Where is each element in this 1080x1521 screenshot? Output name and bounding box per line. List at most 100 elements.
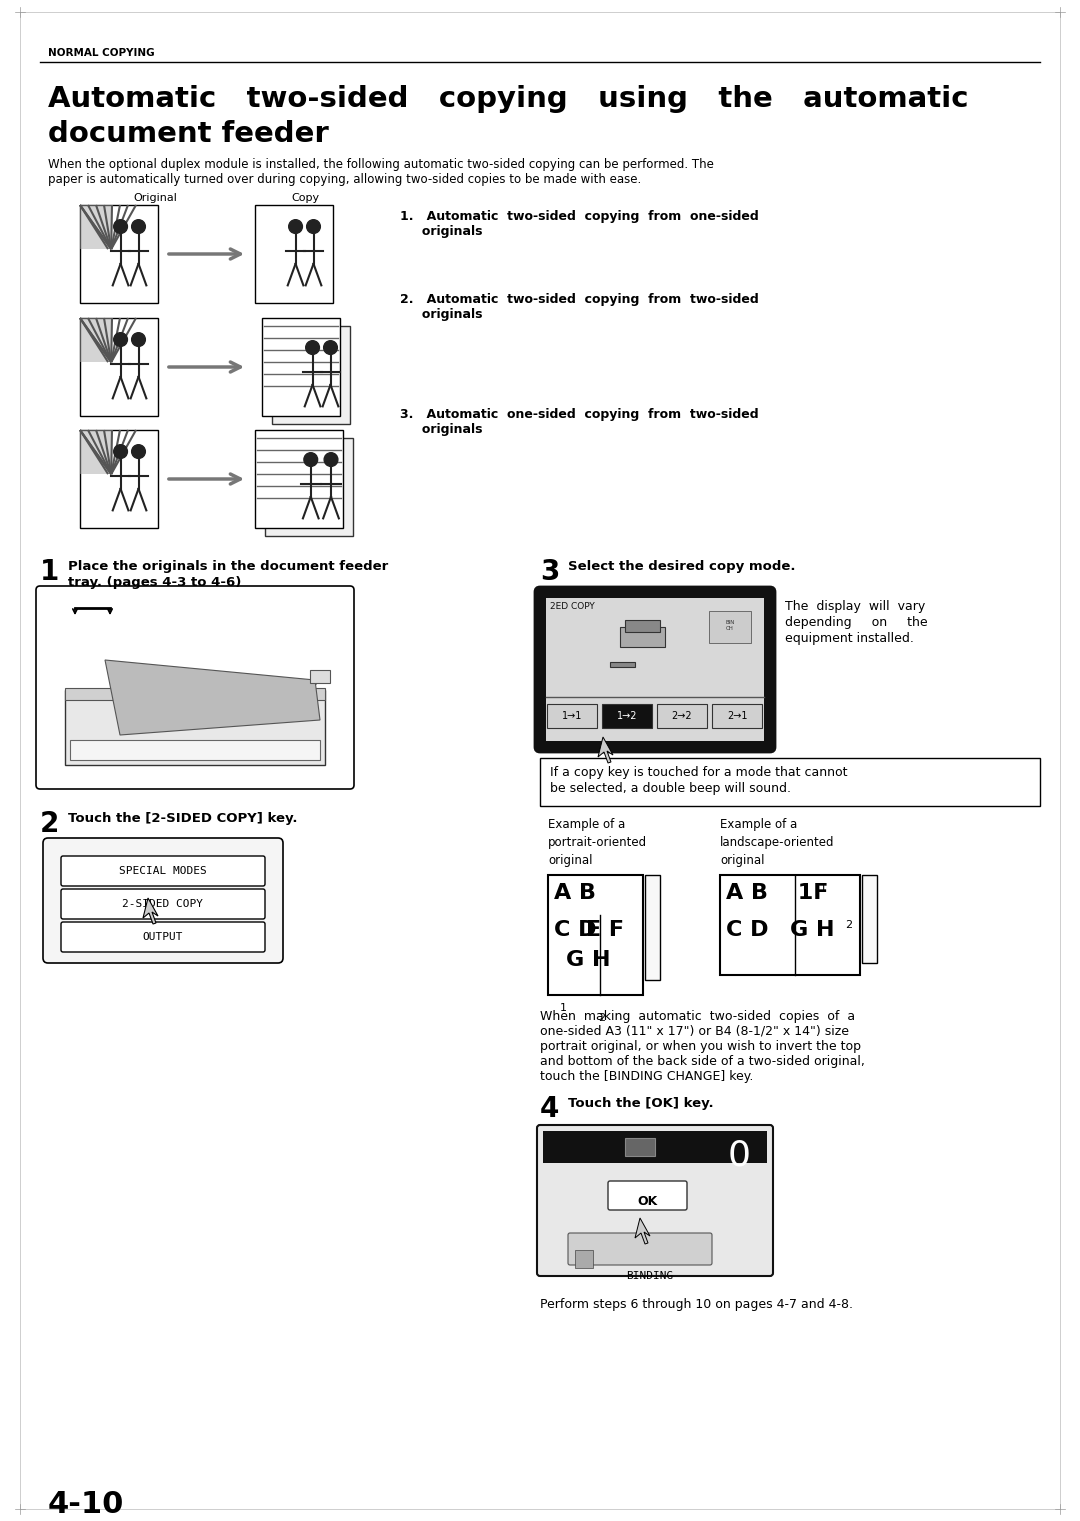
Polygon shape	[80, 318, 111, 362]
Text: 1→2: 1→2	[617, 710, 637, 721]
Circle shape	[132, 444, 146, 458]
Text: BINDING: BINDING	[626, 1272, 674, 1281]
Circle shape	[113, 219, 127, 233]
Text: originals: originals	[400, 307, 483, 321]
Text: C D: C D	[726, 920, 769, 940]
Bar	[262, 318, 340, 417]
Polygon shape	[598, 738, 613, 764]
Text: When the optional duplex module is installed, the following automatic two-sided : When the optional duplex module is insta…	[48, 158, 714, 170]
Bar	[720, 875, 860, 975]
Text: 1: 1	[40, 558, 59, 586]
Bar	[620, 627, 665, 646]
Polygon shape	[105, 660, 320, 735]
Circle shape	[324, 341, 337, 354]
FancyBboxPatch shape	[568, 1234, 712, 1265]
Text: Copy: Copy	[291, 193, 319, 202]
Text: SPECIAL MODES: SPECIAL MODES	[119, 865, 207, 876]
FancyBboxPatch shape	[537, 1126, 773, 1276]
Text: tray. (pages 4-3 to 4-6): tray. (pages 4-3 to 4-6)	[68, 576, 241, 589]
Text: C D: C D	[554, 920, 596, 940]
Text: The  display  will  vary: The display will vary	[785, 599, 926, 613]
Text: Place the originals in the document feeder: Place the originals in the document feed…	[68, 560, 388, 573]
Text: ⬛: ⬛	[630, 1141, 636, 1150]
Circle shape	[132, 219, 146, 233]
Text: 2→2: 2→2	[672, 710, 692, 721]
Text: Example of a
portrait-oriented
original: Example of a portrait-oriented original	[548, 818, 647, 867]
Text: A B: A B	[554, 884, 596, 903]
Bar	[255, 205, 333, 303]
Text: Select the desired copy mode.: Select the desired copy mode.	[568, 560, 796, 573]
Text: depending     on     the: depending on the	[785, 616, 928, 630]
Text: NORMAL COPYING: NORMAL COPYING	[48, 49, 154, 58]
FancyBboxPatch shape	[60, 922, 265, 952]
Bar	[625, 1138, 654, 1156]
Text: A B: A B	[726, 884, 768, 903]
Bar	[80, 430, 158, 528]
Text: 1: 1	[820, 884, 827, 893]
FancyBboxPatch shape	[608, 1180, 687, 1211]
Text: Touch the [2-SIDED COPY] key.: Touch the [2-SIDED COPY] key.	[68, 812, 297, 824]
Circle shape	[303, 453, 318, 467]
Text: 2→1: 2→1	[727, 710, 747, 721]
Text: 2-SIDED COPY: 2-SIDED COPY	[122, 899, 203, 910]
Text: 3.   Automatic  one-sided  copying  from  two-sided: 3. Automatic one-sided copying from two-…	[400, 408, 758, 421]
Text: 2ED COPY: 2ED COPY	[550, 602, 595, 611]
Text: originals: originals	[400, 423, 483, 437]
Text: 4-10: 4-10	[48, 1491, 124, 1519]
Circle shape	[113, 444, 127, 458]
Circle shape	[132, 333, 146, 347]
FancyBboxPatch shape	[712, 704, 762, 729]
Text: one-sided A3 (11" x 17") or B4 (8-1/2" x 14") size: one-sided A3 (11" x 17") or B4 (8-1/2" x…	[540, 1025, 849, 1037]
Polygon shape	[80, 430, 111, 475]
FancyBboxPatch shape	[43, 838, 283, 963]
Bar	[546, 598, 764, 741]
Text: portrait original, or when you wish to invert the top: portrait original, or when you wish to i…	[540, 1040, 861, 1053]
Bar	[265, 438, 353, 535]
Polygon shape	[80, 205, 111, 249]
Bar	[80, 205, 158, 303]
Polygon shape	[143, 897, 158, 923]
Text: When  making  automatic  two-sided  copies  of  a: When making automatic two-sided copies o…	[540, 1010, 855, 1024]
Circle shape	[113, 333, 127, 347]
Text: touch the [BINDING CHANGE] key.: touch the [BINDING CHANGE] key.	[540, 1069, 754, 1083]
Text: OK: OK	[637, 1196, 657, 1208]
Text: OUTPUT: OUTPUT	[143, 932, 184, 941]
Bar	[80, 318, 158, 417]
Text: Automatic   two-sided   copying   using   the   automatic: Automatic two-sided copying using the au…	[48, 85, 969, 113]
Text: 2: 2	[598, 1013, 605, 1024]
Text: E F: E F	[586, 920, 624, 940]
Circle shape	[306, 341, 320, 354]
Bar	[65, 691, 325, 765]
Text: Example of a
landscape-oriented
original: Example of a landscape-oriented original	[720, 818, 835, 867]
FancyBboxPatch shape	[708, 611, 751, 643]
Bar	[65, 687, 325, 700]
Text: 3: 3	[540, 558, 559, 586]
Bar	[540, 1129, 770, 1164]
Polygon shape	[310, 669, 330, 683]
Text: document feeder: document feeder	[48, 120, 328, 148]
FancyBboxPatch shape	[60, 856, 265, 887]
Text: BIN
CH: BIN CH	[726, 621, 734, 631]
FancyBboxPatch shape	[60, 888, 265, 919]
FancyBboxPatch shape	[657, 704, 707, 729]
Circle shape	[288, 219, 302, 233]
Bar	[543, 1132, 767, 1164]
Text: 0: 0	[728, 1138, 751, 1173]
FancyBboxPatch shape	[602, 704, 652, 729]
Polygon shape	[635, 1218, 650, 1244]
Text: Original: Original	[133, 193, 177, 202]
Text: 2: 2	[845, 920, 852, 929]
Bar	[625, 621, 660, 633]
Text: originals: originals	[400, 225, 483, 237]
Circle shape	[324, 453, 338, 467]
Text: G H: G H	[566, 951, 610, 970]
Bar	[70, 741, 320, 760]
Bar	[255, 430, 343, 528]
Text: 1→1: 1→1	[562, 710, 582, 721]
FancyBboxPatch shape	[36, 586, 354, 789]
Text: 1.   Automatic  two-sided  copying  from  one-sided: 1. Automatic two-sided copying from one-…	[400, 210, 759, 224]
Text: If a copy key is touched for a mode that cannot: If a copy key is touched for a mode that…	[550, 767, 848, 779]
Text: 2.   Automatic  two-sided  copying  from  two-sided: 2. Automatic two-sided copying from two-…	[400, 294, 759, 306]
Text: 1F: 1F	[789, 884, 828, 903]
Circle shape	[307, 219, 321, 233]
